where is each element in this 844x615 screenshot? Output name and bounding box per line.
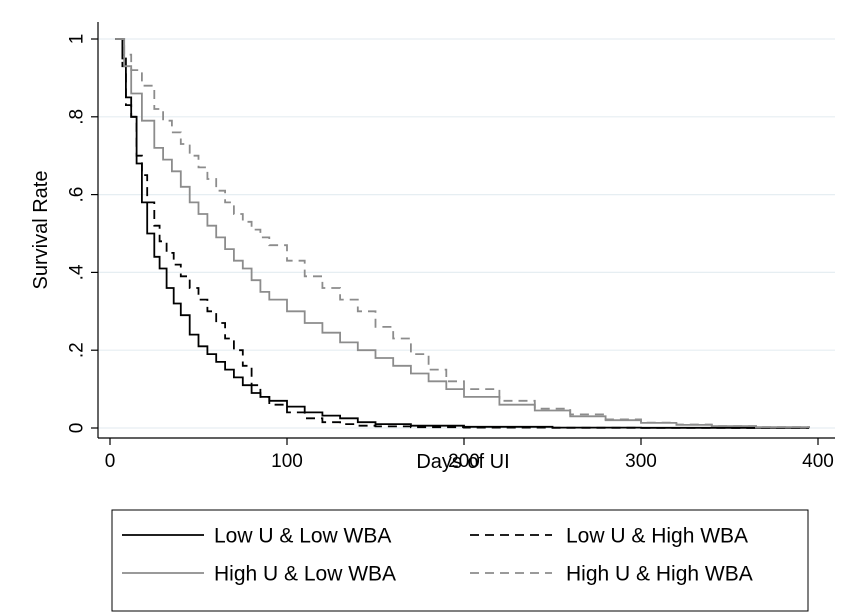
y-tick-label: 1 [67, 34, 88, 45]
y-tick-label: .8 [67, 109, 88, 125]
legend-label-3: High U & Low WBA [214, 562, 396, 585]
tick-layer: 0 .2 .4 .6 .8 1 0 100 200 300 400 [67, 34, 834, 472]
series-layer [115, 38, 810, 429]
legend-label-2: Low U & High WBA [566, 524, 748, 547]
y-tick-label: 0 [67, 423, 88, 434]
grid-layer [98, 38, 835, 429]
series-line-4 [115, 38, 810, 429]
legend-box [111, 509, 809, 612]
x-tick-label: 100 [271, 451, 303, 472]
y-axis-title: Survival Rate [30, 171, 52, 290]
x-axis-title: Days of UI [416, 451, 509, 473]
x-tick-label: 300 [625, 451, 657, 472]
legend: Low U & Low WBA Low U & High WBA High U & … [111, 509, 809, 612]
legend-label-1: Low U & Low WBA [214, 524, 391, 547]
y-tick-label: .6 [67, 187, 88, 203]
x-tick-label: 400 [802, 451, 834, 472]
legend-label-4: High U & High WBA [566, 562, 753, 585]
y-tick-label: .2 [67, 342, 88, 358]
x-tick-label: 0 [105, 451, 116, 472]
series-line-2 [115, 38, 810, 429]
y-tick-label: .4 [67, 264, 88, 280]
x-tick-label: 200 [448, 451, 480, 472]
